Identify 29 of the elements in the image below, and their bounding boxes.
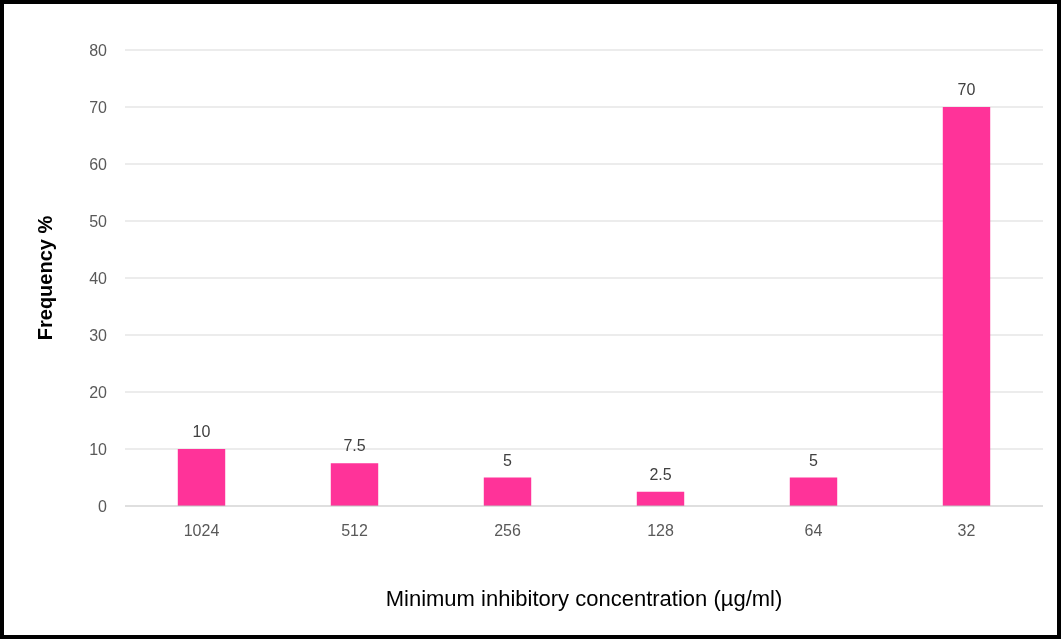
data-label: 70 [957,81,976,98]
y-tick-label: 60 [89,155,108,173]
x-tick-label: 512 [341,522,368,539]
data-label: 5 [503,451,513,469]
data-label: 2.5 [649,465,672,483]
x-tick-label: 32 [957,522,976,539]
y-tick-label: 50 [89,212,108,230]
data-label: 5 [809,451,819,469]
x-tick-label: 128 [647,522,674,539]
x-tick-label: 256 [494,522,521,539]
bar [636,491,685,506]
y-tick-label: 80 [89,41,108,59]
bar [330,463,379,506]
x-tick-label: 64 [804,522,823,539]
y-tick-label: 30 [89,326,108,344]
y-tick-label: 10 [89,440,108,458]
y-tick-label: 40 [89,269,108,287]
data-label: 7.5 [343,437,366,455]
data-label: 10 [192,423,211,440]
bar [942,107,991,506]
x-tick-label: 1024 [183,522,220,539]
bar [789,477,838,506]
bar [483,477,532,506]
y-tick-label: 70 [89,98,108,116]
x-axis-title: Minimum inhibitory concentration (µg/ml) [385,586,783,611]
y-tick-label: 20 [89,383,108,401]
bar [177,449,226,506]
y-tick-label: 0 [98,497,108,515]
y-axis-title: Frequency % [34,215,56,341]
